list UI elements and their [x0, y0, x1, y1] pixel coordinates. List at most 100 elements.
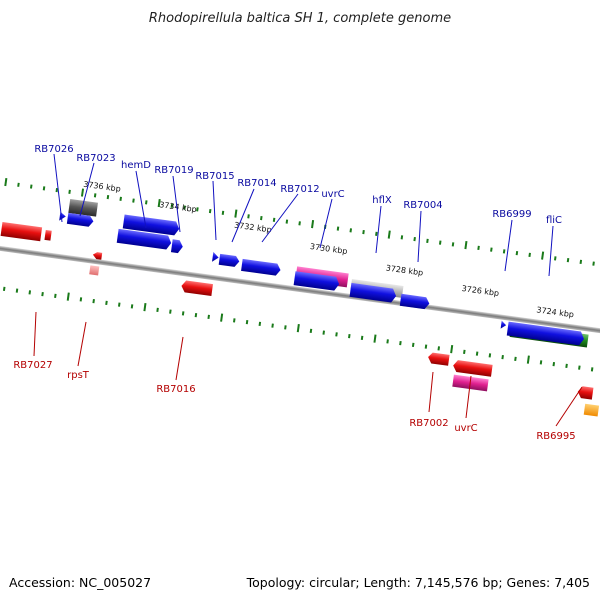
gene-label[interactable]: RB7004 [403, 200, 442, 211]
scale-tick [426, 238, 429, 243]
gene-label[interactable]: RB7002 [409, 418, 448, 429]
gene-feature[interactable] [212, 251, 219, 263]
gene-feature[interactable] [89, 265, 100, 276]
scale-tick [502, 249, 506, 254]
scale-tick [311, 219, 315, 229]
scale-tick [578, 365, 581, 370]
scale-tick [169, 309, 172, 314]
gene-feature[interactable] [427, 352, 450, 366]
gene-label[interactable]: uvrC [321, 189, 344, 200]
scale-tick [28, 290, 32, 295]
scale-tick [234, 209, 238, 218]
gene-feature[interactable] [452, 360, 493, 377]
scale-label: 3726 kbp [461, 284, 500, 298]
scale-tick [463, 349, 466, 354]
gene-feature[interactable] [68, 198, 98, 217]
scale-label: 3728 kbp [385, 263, 424, 277]
gene-feature[interactable] [218, 253, 240, 268]
gene-label[interactable]: RB7015 [195, 171, 234, 182]
scale-tick [221, 210, 225, 215]
gene-feature[interactable] [66, 212, 94, 227]
gene-label[interactable]: uvrC [454, 423, 477, 434]
scale-tick [348, 333, 351, 339]
scale-tick [592, 261, 595, 266]
gene-feature[interactable] [349, 282, 397, 303]
scale-tick [92, 298, 95, 304]
gene-feature[interactable] [92, 252, 103, 260]
scale-tick [208, 208, 212, 214]
scale-tick [526, 355, 530, 364]
gene-feature[interactable] [583, 403, 600, 417]
scale-tick [119, 196, 122, 201]
genome-summary-text: Topology: circular; Length: 7,145,576 bp… [246, 575, 590, 590]
scale-tick [451, 242, 455, 247]
gene-label[interactable]: RB7016 [156, 384, 195, 395]
scale-tick [336, 226, 340, 231]
gene-feature[interactable] [170, 239, 184, 254]
gene-label[interactable]: fliC [546, 215, 562, 226]
gene-label[interactable]: RB7014 [237, 178, 276, 189]
scale-label: 3730 kbp [309, 242, 348, 256]
scale-tick [207, 314, 210, 319]
scale-tick [245, 319, 249, 325]
gene-feature[interactable] [0, 221, 43, 242]
scale-tick [488, 353, 492, 358]
scale-tick [501, 355, 504, 360]
gene-label[interactable]: RB6999 [492, 209, 531, 220]
scale-tick [2, 286, 6, 291]
gene-feature[interactable] [181, 280, 213, 297]
scale-tick [322, 330, 325, 335]
gene-label[interactable]: rpsT [67, 370, 90, 381]
scale-tick [54, 293, 57, 298]
scale-tick [413, 236, 416, 242]
gene-label[interactable]: RB7023 [76, 153, 115, 164]
gene-label[interactable]: hflX [372, 195, 392, 206]
scale-tick [93, 193, 97, 198]
scale-tick [143, 303, 147, 312]
accession-text: Accession: NC_005027 [9, 575, 152, 590]
scale-tick [553, 256, 557, 261]
gene-feature[interactable] [506, 321, 585, 346]
gene-feature[interactable] [293, 271, 340, 291]
scale-tick [514, 356, 517, 361]
scale-tick [132, 198, 135, 203]
gene-label[interactable]: RB7019 [154, 165, 193, 176]
scale-tick [349, 228, 353, 233]
gene-label[interactable]: RB6995 [536, 431, 575, 442]
scale-label: 3724 kbp [536, 305, 575, 319]
scale-tick [552, 362, 556, 367]
scale-tick [539, 360, 543, 365]
gene-feature[interactable] [116, 228, 172, 250]
gene-label[interactable]: RB7012 [280, 184, 319, 195]
gene-label[interactable]: RB7026 [34, 144, 73, 155]
genome-backbone [0, 235, 600, 344]
map-title: Rhodopirellula baltica SH 1, complete ge… [149, 11, 451, 26]
scale-tick [42, 186, 46, 191]
scale-tick [285, 219, 289, 224]
scale-tick [220, 313, 224, 322]
scale-tick [590, 367, 594, 372]
scale-tick [272, 217, 276, 222]
gene-feature[interactable] [122, 214, 180, 236]
gene-feature[interactable] [44, 229, 52, 241]
scale-tick [258, 321, 262, 326]
scale-tick [477, 245, 480, 250]
scale-tick [373, 334, 377, 343]
gene-feature[interactable] [59, 211, 66, 222]
scale-tick [68, 189, 71, 194]
gene-feature[interactable] [577, 386, 594, 400]
gene-label[interactable]: hemD [121, 160, 151, 171]
scale-tick [170, 203, 174, 208]
gene-feature[interactable] [399, 293, 430, 310]
scale-tick [157, 198, 161, 208]
scale-tick [528, 252, 531, 257]
top-leader-lines [53, 153, 554, 277]
gene-feature[interactable] [241, 258, 281, 276]
scale-tick [490, 247, 493, 252]
bottom-leader-lines [33, 311, 583, 427]
gene-label[interactable]: RB7027 [13, 360, 52, 371]
scale-tick [15, 288, 19, 293]
scale-tick [515, 250, 519, 256]
gene-feature[interactable] [500, 320, 507, 330]
